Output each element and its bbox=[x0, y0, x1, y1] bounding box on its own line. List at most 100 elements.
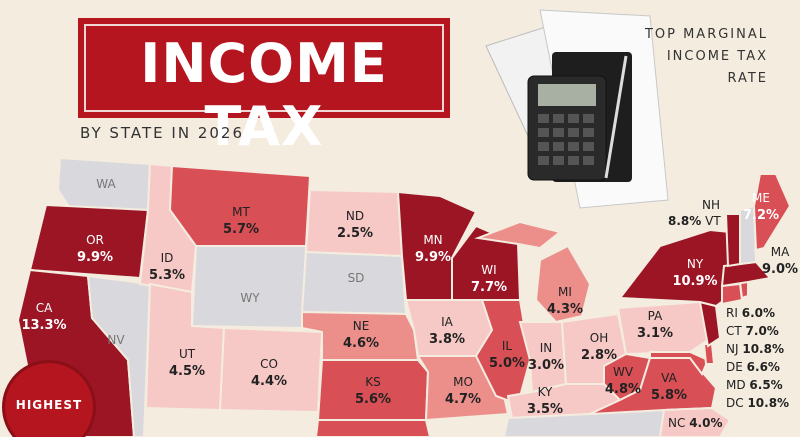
state-abbr: IL bbox=[501, 339, 513, 353]
state-me bbox=[752, 173, 792, 252]
state-rate: 5.6% bbox=[354, 392, 392, 407]
state-abbr: VA bbox=[661, 371, 677, 385]
state-rate: 2.5% bbox=[336, 226, 374, 241]
state-rate: 10.8% bbox=[747, 396, 790, 410]
legend-title-line: INCOME TAX bbox=[666, 49, 768, 64]
state-abbr: ME bbox=[752, 191, 770, 205]
label-mt: MT 5.7% bbox=[216, 204, 266, 238]
state-ct bbox=[721, 282, 744, 306]
page-subtitle: BY STATE IN 2026 bbox=[80, 124, 245, 142]
highest-badge-label: HIGHEST bbox=[15, 398, 83, 412]
legend-title-line: TOP MARGINAL bbox=[644, 27, 768, 42]
state-abbr: UT bbox=[178, 347, 196, 361]
state-abbr: NE bbox=[352, 319, 370, 333]
state-rate: 3.5% bbox=[526, 402, 564, 417]
state-abbr: CO bbox=[260, 357, 278, 371]
state-rate: 5.7% bbox=[222, 222, 260, 237]
label-ky: KY 3.5% bbox=[522, 384, 568, 418]
state-rate: 4.4% bbox=[250, 374, 288, 389]
title-border bbox=[84, 24, 444, 112]
state-abbr: DE bbox=[726, 360, 743, 374]
label-me: ME 7.2% bbox=[738, 190, 784, 224]
state-rate: 9.0% bbox=[761, 262, 799, 277]
state-de bbox=[702, 343, 716, 365]
state-pa bbox=[616, 300, 710, 356]
state-md bbox=[649, 351, 710, 376]
state-abbr: WY bbox=[240, 291, 260, 305]
label-nc: NC 4.0% bbox=[668, 416, 722, 430]
label-md: MD 6.5% bbox=[726, 378, 783, 392]
state-rate: 10.9% bbox=[672, 274, 718, 289]
state-abbr: KS bbox=[365, 375, 381, 389]
state-rate: 8.8% bbox=[668, 214, 702, 228]
state-mi bbox=[534, 244, 592, 324]
state-abbr: WV bbox=[612, 365, 634, 379]
state-abbr: IA bbox=[441, 315, 453, 329]
label-ct: CT 7.0% bbox=[726, 324, 779, 338]
state-rate: 10.8% bbox=[742, 342, 784, 356]
state-rate: 2.8% bbox=[580, 348, 618, 363]
state-abbr: NV bbox=[107, 333, 125, 347]
state-rate: 5.8% bbox=[650, 388, 688, 403]
state-abbr: KY bbox=[537, 385, 553, 399]
label-oh: OH 2.8% bbox=[576, 330, 622, 364]
label-mn: MN 9.9% bbox=[410, 232, 456, 266]
state-rate: 3.1% bbox=[636, 326, 674, 341]
state-rate: 7.0% bbox=[745, 324, 779, 338]
state-rate: 5.3% bbox=[148, 268, 186, 283]
state-abbr: WA bbox=[96, 177, 116, 191]
label-va: VA 5.8% bbox=[646, 370, 692, 404]
label-in: IN 3.0% bbox=[526, 340, 566, 374]
state-rate: 9.9% bbox=[414, 250, 452, 265]
label-de: DE 6.6% bbox=[726, 360, 780, 374]
state-rate: 7.7% bbox=[470, 280, 508, 295]
state-abbr: NJ bbox=[726, 342, 739, 356]
state-mi-upper bbox=[474, 220, 563, 250]
state-rate: 4.5% bbox=[168, 364, 206, 379]
label-wa: WA bbox=[86, 176, 126, 193]
state-rate: 4.3% bbox=[546, 302, 584, 317]
label-sd: SD bbox=[336, 270, 376, 287]
state-abbr: MT bbox=[232, 205, 250, 219]
label-ne: NE 4.6% bbox=[338, 318, 384, 352]
state-abbr: CT bbox=[726, 324, 742, 338]
state-rate: 3.8% bbox=[428, 332, 466, 347]
state-abbr: ID bbox=[160, 251, 174, 265]
label-co: CO 4.4% bbox=[246, 356, 292, 390]
label-ca: CA 13.3% bbox=[16, 300, 72, 334]
label-dc: DC 10.8% bbox=[726, 396, 789, 410]
page-title: INCOME TAX bbox=[140, 32, 388, 158]
state-nc bbox=[658, 406, 732, 437]
state-ok bbox=[314, 419, 432, 437]
state-abbr: OR bbox=[86, 233, 104, 247]
state-rate: 7.2% bbox=[742, 208, 780, 223]
state-abbr: MN bbox=[423, 233, 443, 247]
label-vt: 8.8% VT bbox=[668, 214, 721, 228]
state-abbr: IN bbox=[539, 341, 553, 355]
state-abbr: CA bbox=[35, 301, 53, 315]
state-abbr: SD bbox=[347, 271, 365, 285]
state-abbr: OH bbox=[589, 331, 609, 345]
label-nd: ND 2.5% bbox=[332, 208, 378, 242]
state-rate: 4.0% bbox=[689, 416, 723, 430]
state-rate: 6.0% bbox=[741, 306, 775, 320]
state-il bbox=[474, 299, 532, 406]
state-abbr: NY bbox=[686, 257, 704, 271]
label-ma: MA 9.0% bbox=[760, 244, 800, 278]
label-nj: NJ 10.8% bbox=[726, 342, 784, 356]
label-ut: UT 4.5% bbox=[164, 346, 210, 380]
state-rate: 9.9% bbox=[76, 250, 114, 265]
label-or: OR 9.9% bbox=[70, 232, 120, 266]
label-wy: WY bbox=[230, 290, 270, 307]
highest-badge: HIGHEST bbox=[2, 360, 96, 437]
label-il: IL 5.0% bbox=[484, 338, 530, 372]
legend-title-line: RATE bbox=[727, 71, 768, 86]
title-banner: INCOME TAX bbox=[78, 18, 450, 158]
state-rate: 5.0% bbox=[488, 356, 526, 371]
label-wv: WV 4.8% bbox=[600, 364, 646, 398]
state-abbr: PA bbox=[647, 309, 663, 323]
state-rate: 4.8% bbox=[604, 382, 642, 397]
state-rate: 6.5% bbox=[749, 378, 783, 392]
